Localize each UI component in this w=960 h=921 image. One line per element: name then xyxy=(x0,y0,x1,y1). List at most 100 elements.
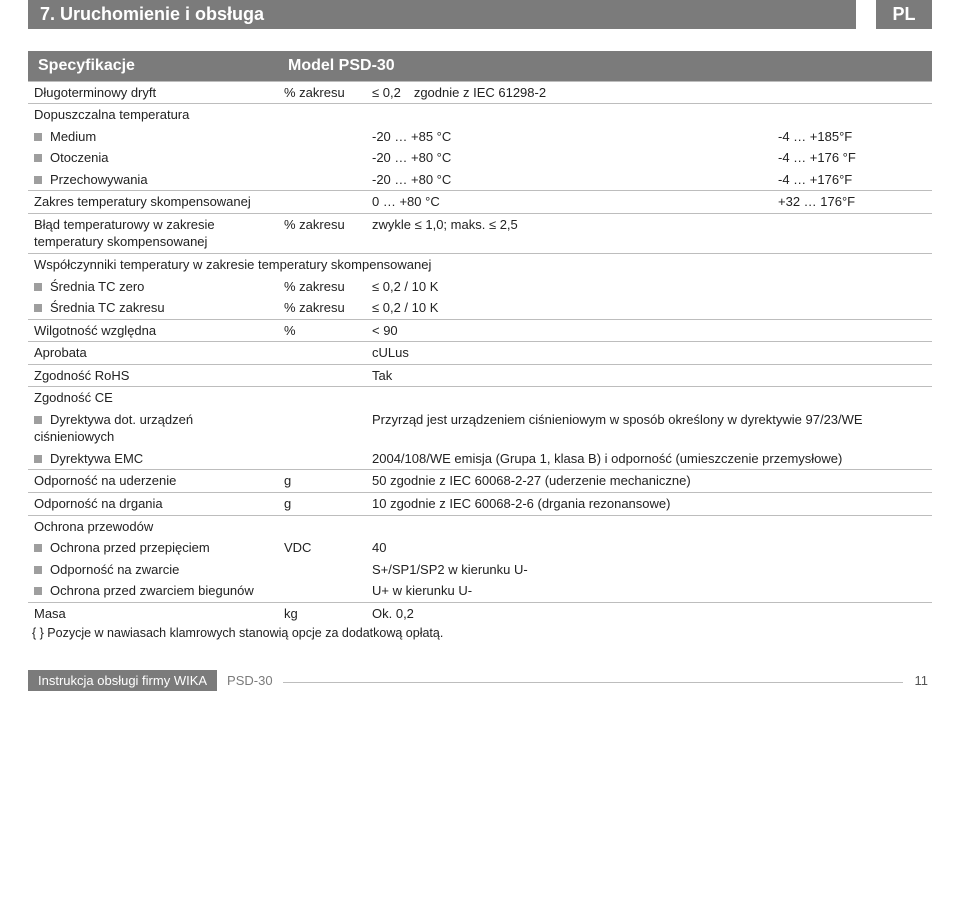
bullet-icon xyxy=(34,544,42,552)
row-unit: % zakresu xyxy=(278,81,366,104)
table-row: Medium -20 … +85 °C -4 … +185°F xyxy=(28,126,932,148)
row-value: cULus xyxy=(366,342,932,365)
row-value: 10 zgodnie z IEC 60068-2-6 (drgania rezo… xyxy=(366,492,932,515)
row-label: Odporność na drgania xyxy=(28,492,278,515)
row-label: Zakres temperatury skompensowanej xyxy=(28,191,278,214)
table-row: Błąd temperaturowy w zakresie temperatur… xyxy=(28,213,932,253)
bullet-icon xyxy=(34,304,42,312)
row-label: Odporność na zwarcie xyxy=(28,559,278,581)
row-value: zwykle ≤ 1,0; maks. ≤ 2,5 xyxy=(366,213,932,253)
row-label: Dyrektywa EMC xyxy=(28,448,278,470)
row-value: < 90 xyxy=(366,319,932,342)
row-label: Dyrektywa dot. urządzeń ciśnieniowych xyxy=(28,409,278,448)
spec-table: Specyfikacje Model PSD-30 Długoterminowy… xyxy=(28,51,932,624)
row-value: -4 … +185°F xyxy=(772,126,932,148)
table-row: Dyrektywa dot. urządzeń ciśnieniowych Pr… xyxy=(28,409,932,448)
footer-page-number: 11 xyxy=(903,670,933,691)
row-label: Błąd temperaturowy w zakresie temperatur… xyxy=(28,213,278,253)
table-row: Średnia TC zero % zakresu ≤ 0,2 / 10 K xyxy=(28,276,932,298)
row-value: 2004/108/WE emisja (Grupa 1, klasa B) i … xyxy=(366,448,932,470)
table-row: Zgodność CE xyxy=(28,387,932,409)
row-value: +32 … 176°F xyxy=(772,191,932,214)
bullet-icon xyxy=(34,176,42,184)
table-header-row: Specyfikacje Model PSD-30 xyxy=(28,51,932,81)
row-unit: VDC xyxy=(278,537,366,559)
row-value: 40 xyxy=(366,537,932,559)
table-row: Odporność na uderzenie g 50 zgodnie z IE… xyxy=(28,470,932,493)
table-row: Otoczenia -20 … +80 °C -4 … +176 °F xyxy=(28,147,932,169)
row-value: Ok. 0,2 xyxy=(366,602,932,624)
row-value: ≤ 0,2 / 10 K xyxy=(366,276,932,298)
row-label: Wilgotność względna xyxy=(28,319,278,342)
row-value: ≤ 0,2 / 10 K xyxy=(366,297,932,319)
bullet-icon xyxy=(34,283,42,291)
table-row: Średnia TC zakresu % zakresu ≤ 0,2 / 10 … xyxy=(28,297,932,319)
table-row: Współczynniki temperatury w zakresie tem… xyxy=(28,253,932,275)
table-row: Przechowywania -20 … +80 °C -4 … +176°F xyxy=(28,169,932,191)
table-header-right: Model PSD-30 xyxy=(278,51,932,81)
table-row: Dopuszczalna temperatura xyxy=(28,104,932,126)
row-value: -20 … +80 °C xyxy=(366,147,772,169)
page-footer: Instrukcja obsługi firmy WIKA PSD-30 11 xyxy=(28,670,932,691)
footer-title: Instrukcja obsługi firmy WIKA xyxy=(28,670,217,691)
row-label: Aprobata xyxy=(28,342,278,365)
bullet-icon xyxy=(34,154,42,162)
bullet-icon xyxy=(34,455,42,463)
footer-model: PSD-30 xyxy=(217,670,283,691)
row-value: -4 … +176 °F xyxy=(772,147,932,169)
row-label: Zgodność RoHS xyxy=(28,364,278,387)
row-label: Masa xyxy=(28,602,278,624)
row-value: Tak xyxy=(366,364,932,387)
row-label: Medium xyxy=(28,126,278,148)
bullet-icon xyxy=(34,587,42,595)
row-label: Średnia TC zakresu xyxy=(28,297,278,319)
row-value: 0 … +80 °C xyxy=(366,191,772,214)
table-footnote: { } Pozycje w nawiasach klamrowych stano… xyxy=(28,624,932,640)
row-value: ≤ 0,2 zgodnie z IEC 61298-2 xyxy=(366,81,932,104)
row-value: Przyrząd jest urządzeniem ciśnieniowym w… xyxy=(366,409,932,448)
row-unit: g xyxy=(278,470,366,493)
row-label: Odporność na uderzenie xyxy=(28,470,278,493)
row-unit: % zakresu xyxy=(278,213,366,253)
table-row: Ochrona przewodów xyxy=(28,515,932,537)
table-row: Wilgotność względna % < 90 xyxy=(28,319,932,342)
row-label: Ochrona przewodów xyxy=(28,515,932,537)
row-value: 50 zgodnie z IEC 60068-2-27 (uderzenie m… xyxy=(366,470,932,493)
table-row: Ochrona przed przepięciem VDC 40 xyxy=(28,537,932,559)
bullet-icon xyxy=(34,566,42,574)
table-row: Zgodność RoHS Tak xyxy=(28,364,932,387)
row-value: -20 … +85 °C xyxy=(366,126,772,148)
row-unit: kg xyxy=(278,602,366,624)
row-label: Współczynniki temperatury w zakresie tem… xyxy=(28,253,932,275)
row-label: Długoterminowy dryft xyxy=(28,81,278,104)
row-label: Przechowywania xyxy=(28,169,278,191)
table-row: Zakres temperatury skompensowanej 0 … +8… xyxy=(28,191,932,214)
row-unit: % zakresu xyxy=(278,276,366,298)
row-label: Otoczenia xyxy=(28,147,278,169)
row-label: Zgodność CE xyxy=(28,387,932,409)
row-label: Dopuszczalna temperatura xyxy=(28,104,932,126)
table-header-left: Specyfikacje xyxy=(28,51,278,81)
row-value: U+ w kierunku U- xyxy=(366,580,932,602)
table-row: Aprobata cULus xyxy=(28,342,932,365)
row-unit: % xyxy=(278,319,366,342)
table-row: Ochrona przed zwarciem biegunów U+ w kie… xyxy=(28,580,932,602)
table-row: Dyrektywa EMC 2004/108/WE emisja (Grupa … xyxy=(28,448,932,470)
table-row: Odporność na drgania g 10 zgodnie z IEC … xyxy=(28,492,932,515)
row-value: -20 … +80 °C xyxy=(366,169,772,191)
table-row: Masa kg Ok. 0,2 xyxy=(28,602,932,624)
bullet-icon xyxy=(34,416,42,424)
bullet-icon xyxy=(34,133,42,141)
footer-divider xyxy=(283,670,903,683)
table-row: Odporność na zwarcie S+/SP1/SP2 w kierun… xyxy=(28,559,932,581)
row-value: -4 … +176°F xyxy=(772,169,932,191)
row-label: Ochrona przed przepięciem xyxy=(28,537,278,559)
section-header: 7. Uruchomienie i obsługa PL xyxy=(28,0,932,29)
row-unit: % zakresu xyxy=(278,297,366,319)
language-badge: PL xyxy=(876,0,932,29)
row-value: S+/SP1/SP2 w kierunku U- xyxy=(366,559,932,581)
section-title: 7. Uruchomienie i obsługa xyxy=(28,0,856,29)
table-row: Długoterminowy dryft % zakresu ≤ 0,2 zgo… xyxy=(28,81,932,104)
row-unit: g xyxy=(278,492,366,515)
row-label: Ochrona przed zwarciem biegunów xyxy=(28,580,278,602)
